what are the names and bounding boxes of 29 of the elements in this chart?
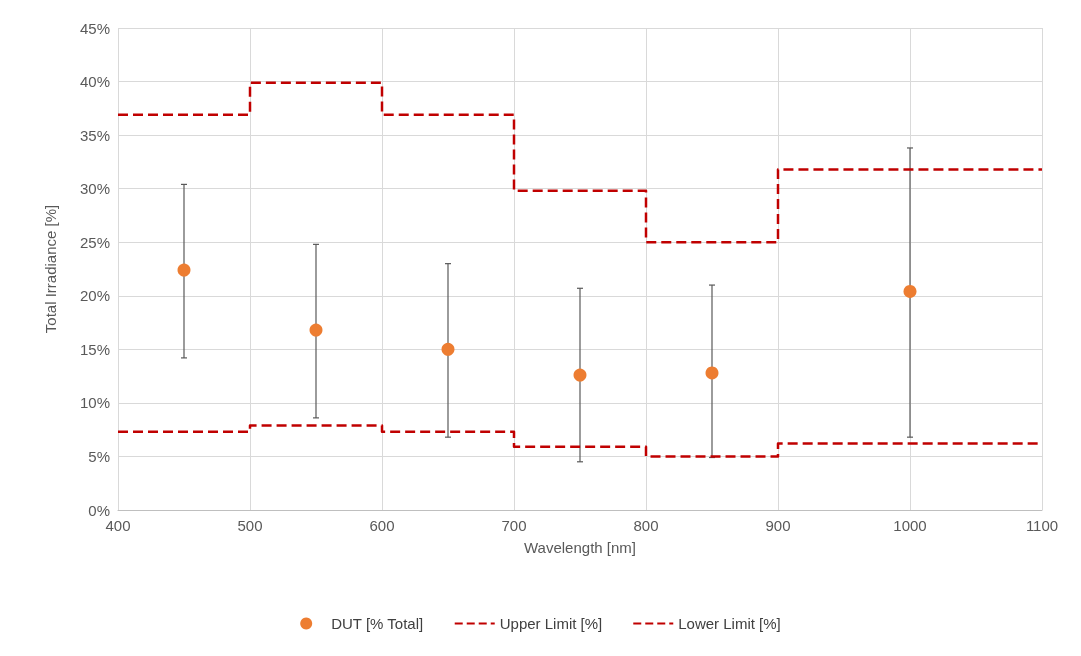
y-axis-title: Total Irradiance [%] (42, 204, 59, 334)
legend-label: Upper Limit [%] (499, 615, 603, 632)
x-axis-title: Wavelength [nm] (524, 539, 636, 556)
point (309, 323, 323, 337)
point (441, 342, 455, 356)
point (903, 285, 917, 298)
point (177, 263, 191, 277)
y-tick-label: 15% (79, 340, 110, 358)
x-tick-label: 400 (105, 517, 131, 534)
y-tick-label: 0% (88, 501, 110, 519)
x-tick-label: 600 (369, 517, 395, 534)
y-tick-label: 10% (79, 394, 110, 412)
y-tick-label: 25% (79, 233, 110, 251)
legend-label: Lower Limit [%] (678, 615, 781, 632)
y-tick-label: 40% (79, 73, 110, 91)
y-tick-label: 45% (79, 19, 110, 37)
x-tick-label: 800 (633, 517, 659, 534)
x-tick-label: 1000 (893, 517, 927, 534)
x-tick-label: 1100 (1025, 517, 1059, 534)
x-tick-label: 700 (501, 517, 527, 534)
y-tick-label: 35% (79, 126, 110, 144)
y-tick-label: 5% (88, 447, 110, 465)
point (705, 366, 719, 380)
y-tick-label: 30% (79, 180, 110, 198)
point (573, 368, 587, 382)
x-tick-label: 500 (237, 517, 263, 534)
x-tick-label: 900 (765, 517, 791, 534)
y-tick-label: 20% (79, 287, 110, 305)
legend-label: DUT [% Total] (331, 615, 424, 632)
